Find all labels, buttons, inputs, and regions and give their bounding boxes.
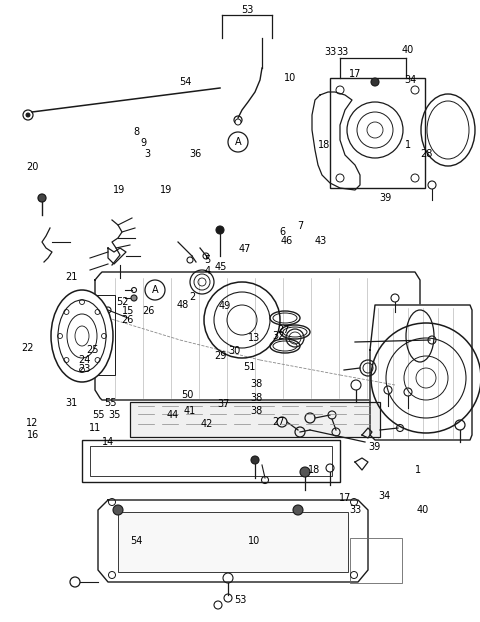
Text: 22: 22 <box>22 343 34 353</box>
Text: 46: 46 <box>281 236 293 246</box>
Text: 15: 15 <box>122 306 135 316</box>
Circle shape <box>38 194 46 202</box>
Text: 17: 17 <box>339 493 352 503</box>
Text: 43: 43 <box>314 236 327 246</box>
Text: 39: 39 <box>368 442 381 452</box>
Bar <box>118 512 348 572</box>
Text: 13: 13 <box>248 333 261 343</box>
Text: 23: 23 <box>78 364 90 374</box>
Text: 55: 55 <box>104 398 117 408</box>
Text: 40: 40 <box>416 505 429 515</box>
Text: 28: 28 <box>420 149 432 159</box>
Text: 16: 16 <box>26 430 39 440</box>
Ellipse shape <box>51 290 113 382</box>
Polygon shape <box>98 500 368 582</box>
Text: 35: 35 <box>108 411 120 420</box>
Text: 26: 26 <box>121 315 133 325</box>
Text: 52: 52 <box>116 297 129 307</box>
Text: A: A <box>152 285 158 295</box>
Circle shape <box>293 505 303 515</box>
Text: 27: 27 <box>277 325 289 335</box>
Text: 29: 29 <box>215 351 227 361</box>
Text: 55: 55 <box>92 411 105 420</box>
Text: 20: 20 <box>26 162 39 172</box>
Text: 17: 17 <box>349 69 361 79</box>
Text: 47: 47 <box>239 244 251 254</box>
Text: 48: 48 <box>176 300 189 310</box>
Text: 19: 19 <box>159 185 172 195</box>
Text: 8: 8 <box>134 128 140 137</box>
Text: 1: 1 <box>405 140 411 150</box>
Text: 19: 19 <box>113 185 125 195</box>
Text: 21: 21 <box>65 272 77 282</box>
Text: 33: 33 <box>336 47 348 57</box>
Bar <box>330 78 425 188</box>
Text: 38: 38 <box>251 379 263 389</box>
Text: 33: 33 <box>349 505 361 515</box>
Text: A: A <box>235 137 241 147</box>
Text: 50: 50 <box>181 390 193 400</box>
Text: 38: 38 <box>251 393 263 403</box>
Text: 9: 9 <box>140 138 146 148</box>
Polygon shape <box>370 305 472 440</box>
Circle shape <box>300 467 310 477</box>
Text: 4: 4 <box>204 266 210 276</box>
Text: 32: 32 <box>272 331 285 341</box>
Text: 33: 33 <box>324 47 336 57</box>
Text: 41: 41 <box>183 406 196 415</box>
Text: 18: 18 <box>308 465 321 475</box>
Text: 5: 5 <box>204 255 211 265</box>
Bar <box>130 402 380 437</box>
Circle shape <box>131 295 137 301</box>
Text: 18: 18 <box>318 140 330 150</box>
Bar <box>90 446 332 476</box>
Circle shape <box>235 119 241 125</box>
Text: 44: 44 <box>167 411 179 420</box>
Text: 12: 12 <box>26 418 39 428</box>
Text: 31: 31 <box>65 398 77 408</box>
Text: 10: 10 <box>284 73 296 83</box>
Text: 30: 30 <box>228 346 240 356</box>
Text: 2: 2 <box>189 292 195 302</box>
Text: 37: 37 <box>217 399 229 409</box>
Text: 49: 49 <box>218 301 231 311</box>
Text: 27: 27 <box>272 417 285 427</box>
Text: 53: 53 <box>234 595 246 605</box>
Text: 54: 54 <box>131 536 143 546</box>
Text: 11: 11 <box>89 423 101 433</box>
Text: 7: 7 <box>297 221 303 231</box>
Text: 34: 34 <box>378 491 390 501</box>
Text: 45: 45 <box>215 262 227 272</box>
Text: 34: 34 <box>404 75 416 85</box>
Circle shape <box>26 113 30 117</box>
Text: 40: 40 <box>402 45 414 55</box>
Circle shape <box>251 456 259 464</box>
Circle shape <box>113 505 123 515</box>
Text: 51: 51 <box>243 362 256 372</box>
Text: 1: 1 <box>415 465 420 475</box>
Text: 6: 6 <box>279 227 285 237</box>
Text: 42: 42 <box>200 419 213 429</box>
Text: 38: 38 <box>251 406 263 415</box>
Text: 3: 3 <box>145 149 151 159</box>
Text: 53: 53 <box>241 5 253 15</box>
Bar <box>350 538 402 583</box>
Bar <box>82 440 340 482</box>
Circle shape <box>371 78 379 86</box>
Bar <box>95 295 115 375</box>
Text: 26: 26 <box>143 306 155 316</box>
Text: 14: 14 <box>102 437 114 447</box>
Circle shape <box>216 226 224 234</box>
Text: 24: 24 <box>78 355 90 364</box>
Text: 10: 10 <box>248 536 261 546</box>
Text: 39: 39 <box>379 193 391 203</box>
Text: 25: 25 <box>86 345 98 355</box>
Text: 36: 36 <box>190 149 202 159</box>
Text: 54: 54 <box>179 77 191 87</box>
Polygon shape <box>95 272 420 400</box>
